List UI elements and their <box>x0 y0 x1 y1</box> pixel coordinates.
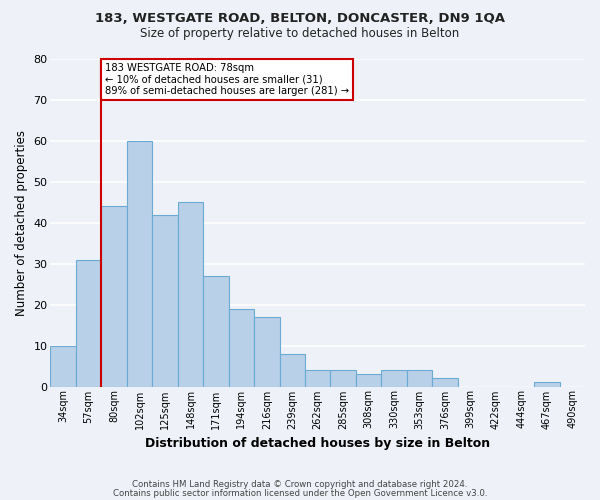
Text: 183, WESTGATE ROAD, BELTON, DONCASTER, DN9 1QA: 183, WESTGATE ROAD, BELTON, DONCASTER, D… <box>95 12 505 26</box>
Text: Size of property relative to detached houses in Belton: Size of property relative to detached ho… <box>140 28 460 40</box>
X-axis label: Distribution of detached houses by size in Belton: Distribution of detached houses by size … <box>145 437 490 450</box>
Bar <box>229 308 254 386</box>
Text: Contains public sector information licensed under the Open Government Licence v3: Contains public sector information licen… <box>113 488 487 498</box>
Bar <box>331 370 356 386</box>
Bar <box>254 317 280 386</box>
Y-axis label: Number of detached properties: Number of detached properties <box>15 130 28 316</box>
Bar <box>534 382 560 386</box>
Bar <box>305 370 331 386</box>
Bar <box>203 276 229 386</box>
Text: 183 WESTGATE ROAD: 78sqm
← 10% of detached houses are smaller (31)
89% of semi-d: 183 WESTGATE ROAD: 78sqm ← 10% of detach… <box>105 63 349 96</box>
Bar <box>356 374 382 386</box>
Bar <box>76 260 101 386</box>
Bar <box>407 370 432 386</box>
Bar <box>127 141 152 386</box>
Bar <box>50 346 76 387</box>
Bar <box>178 202 203 386</box>
Bar <box>432 378 458 386</box>
Text: Contains HM Land Registry data © Crown copyright and database right 2024.: Contains HM Land Registry data © Crown c… <box>132 480 468 489</box>
Bar <box>101 206 127 386</box>
Bar <box>382 370 407 386</box>
Bar <box>280 354 305 386</box>
Bar <box>152 214 178 386</box>
